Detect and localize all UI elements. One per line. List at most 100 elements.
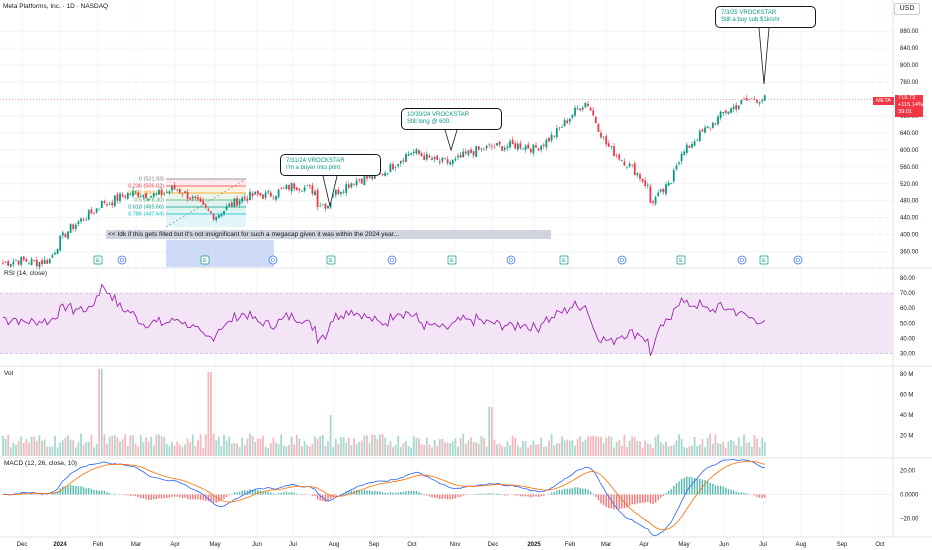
volume-bar <box>639 441 641 456</box>
volume-bar <box>740 446 743 456</box>
time-axis-label: Aug <box>796 542 807 548</box>
rsi-axis-label: 30.00 <box>900 352 916 358</box>
volume-axis-label: 20 M <box>900 434 913 440</box>
candle-body <box>503 147 506 150</box>
macd-histogram-bar <box>683 477 685 495</box>
macd-histogram-bar <box>709 482 711 495</box>
candle-body <box>2 262 4 264</box>
candle-body <box>98 208 101 210</box>
macd-histogram-bar <box>678 481 680 495</box>
macd-histogram-bar <box>392 492 394 495</box>
macd-histogram-bar <box>72 485 74 495</box>
candle-body <box>371 176 374 179</box>
macd-histogram-bar <box>743 492 745 495</box>
comment-annotation[interactable]: << Idk if this gets filled but it's not … <box>106 230 551 239</box>
volume-bar <box>761 437 764 456</box>
macd-histogram-bar <box>293 492 295 495</box>
macd-histogram-bar <box>64 486 67 495</box>
candle-body <box>618 154 621 160</box>
callout-jul-2024[interactable]: 7/31/24 VROCKSTAR I'm a buyer into print <box>280 154 381 176</box>
volume-bar <box>563 440 566 456</box>
volume-bar <box>550 434 553 456</box>
time-axis[interactable]: Dec 2024 Feb Mar Apr May Jun Jul Aug Sep Oct Nov Dec… <box>17 542 885 548</box>
macd-histogram-bar <box>457 494 459 498</box>
rsi-label: RSI (14, close) <box>4 270 47 277</box>
volume-bar <box>238 446 241 456</box>
macd-histogram-bar <box>696 478 698 495</box>
fib-level-label: 0.618 (465.66) <box>128 205 164 211</box>
macd-histogram-bar <box>316 494 319 500</box>
candle-body <box>132 190 134 197</box>
candle-body <box>438 161 441 163</box>
candle-body <box>269 192 272 197</box>
macd-histogram-bar <box>374 490 376 495</box>
signal-line <box>3 460 765 531</box>
macd-histogram-bar <box>371 491 373 495</box>
macd-histogram-bar <box>420 493 423 495</box>
callout-oct-2024[interactable]: 10/30/24 VROCKSTAR Still long @ 600. <box>401 108 502 130</box>
callout-pointer <box>322 175 338 207</box>
volume-bar <box>446 442 449 456</box>
currency-button[interactable]: USD <box>894 3 920 15</box>
volume-bar <box>756 438 758 456</box>
volume-bar <box>293 444 296 456</box>
time-axis-label: Aug <box>329 542 340 548</box>
candle-body <box>48 259 51 264</box>
macd-histogram-bar <box>543 494 545 496</box>
candle-body <box>116 194 119 201</box>
macd-histogram-bar <box>327 494 329 502</box>
macd-histogram-bar <box>69 484 72 495</box>
macd-histogram-bar <box>454 494 457 499</box>
volume-bar <box>675 440 678 456</box>
volume-bar <box>74 447 77 456</box>
candle-body <box>295 187 298 191</box>
time-axis-label: Sep <box>837 542 848 548</box>
candle-body <box>535 145 537 148</box>
volume-bar <box>363 435 366 456</box>
candle-body <box>623 161 626 166</box>
macd-axis-label: 0.0000 <box>900 493 919 499</box>
macd-histogram-bar <box>491 493 493 495</box>
macd-histogram-bar <box>693 477 696 495</box>
macd-histogram-bar <box>220 494 223 501</box>
volume-bar <box>246 438 249 456</box>
macd-histogram-bar <box>519 494 522 497</box>
macd-histogram-bar <box>189 494 191 500</box>
candle-body <box>636 173 639 176</box>
macd-histogram-bar <box>652 494 654 505</box>
candle-body <box>459 154 462 158</box>
candle-body <box>436 155 439 160</box>
candle-body <box>43 259 46 264</box>
macd-histogram-bar <box>205 494 207 501</box>
candle-body <box>449 162 452 165</box>
candle-body <box>662 188 665 193</box>
macd-histogram-bar <box>446 494 449 500</box>
macd-histogram-bar <box>761 494 763 499</box>
volume-bar <box>80 433 82 456</box>
event-marker-label: E <box>96 258 100 264</box>
candle-body <box>506 146 509 149</box>
macd-histogram-bar <box>288 492 290 495</box>
event-marker-label: D <box>796 258 800 264</box>
price-axis-label: 760.00 <box>900 80 919 86</box>
volume-bar <box>587 436 589 456</box>
macd-histogram-bar <box>615 494 618 510</box>
volume-bar <box>64 437 67 456</box>
macd-histogram-bar <box>254 489 256 495</box>
callout-jul-2025[interactable]: 7/3/25 VROCKSTAR Still a buy sub $1k/shr <box>715 6 816 28</box>
candle-body <box>220 214 223 217</box>
candle-body <box>56 248 59 254</box>
volume-bar <box>581 442 584 456</box>
volume-bar <box>680 438 683 456</box>
volume-bar <box>51 446 54 456</box>
candle-body <box>85 219 88 221</box>
time-axis-label: Jul <box>759 542 767 548</box>
volume-bar <box>594 436 597 456</box>
dividend-marker <box>737 255 747 265</box>
macd-histogram-bar <box>418 492 420 495</box>
volume-bar <box>126 446 129 456</box>
price-axis[interactable]: 880.00840.00800.00760.00680.00640.00600.… <box>900 29 919 255</box>
rsi-axis-label: 80.00 <box>900 276 916 282</box>
fib-zone <box>166 179 246 186</box>
